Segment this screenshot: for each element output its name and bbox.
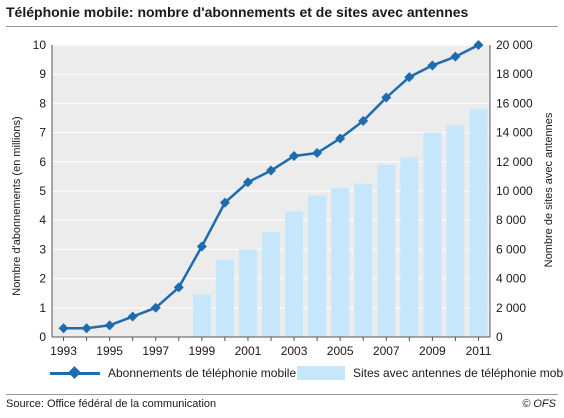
legend-line-swatch: [50, 366, 100, 380]
right-tick-label: 6 000: [496, 242, 526, 256]
bar-2005: [331, 188, 350, 337]
left-tick-label: 2: [39, 272, 46, 286]
left-tick-label: 7: [39, 126, 46, 140]
left-axis-title: Nombre d'abonnements (en millions): [11, 116, 23, 295]
legend-bar-label: Sites avec antennes de téléphonie mobile: [353, 366, 564, 380]
left-tick-label: 3: [39, 242, 46, 256]
marker-1997: [150, 302, 161, 313]
source-note: Source: Office fédéral de la communicati…: [6, 398, 217, 410]
bar-2003: [285, 211, 304, 337]
x-tick-label: 2003: [281, 344, 308, 358]
bar-2011: [469, 109, 488, 338]
right-tick-label: 8 000: [496, 213, 526, 227]
bar-2001: [238, 249, 257, 337]
left-tick-label: 8: [39, 96, 46, 110]
marker-1998: [173, 282, 184, 293]
right-tick-label: 18 000: [496, 67, 533, 81]
legend-bar-swatch: [297, 366, 345, 380]
legend-item-antenna-sites: Sites avec antennes de téléphonie mobile: [297, 366, 564, 380]
marker-2001: [242, 177, 253, 188]
bar-2006: [354, 183, 373, 337]
marker-2006: [358, 115, 369, 126]
marker-1999: [196, 241, 207, 252]
bar-2009: [423, 132, 442, 337]
x-tick-label: 1999: [188, 344, 215, 358]
right-tick-label: 2 000: [496, 301, 526, 315]
bar-2000: [215, 259, 234, 337]
chart-title: Téléphonie mobile: nombre d'abonnements …: [6, 4, 469, 20]
right-tick-label: 20 000: [496, 38, 533, 52]
left-tick-label: 4: [39, 213, 46, 227]
legend-item-subscriptions: Abonnements de téléphonie mobile: [50, 366, 296, 380]
marker-2003: [289, 150, 300, 161]
right-axis-ticks: 0 2 000 4 000 6 000 8 000 10 000 12 000 14 000 1…: [496, 38, 533, 344]
marker-2004: [312, 148, 323, 159]
right-tick-label: 16 000: [496, 96, 533, 110]
marker-1996: [127, 311, 138, 322]
marker-2008: [404, 72, 415, 83]
x-axis-ticks: 1993 1995 1997 1999 2001 2003 2005 2007 2009 2011: [50, 337, 492, 358]
bar-2010: [446, 125, 465, 337]
left-axis-ticks: 0 1 2 3 4 5 6 7 8 9 10: [33, 38, 47, 344]
line-markers: [58, 40, 484, 334]
x-tick-label: 2007: [373, 344, 400, 358]
left-tick-label: 10: [33, 38, 47, 52]
right-tick-label: 0: [496, 330, 503, 344]
bar-2002: [262, 231, 280, 337]
right-tick-label: 4 000: [496, 272, 526, 286]
x-tick-label: 2009: [419, 344, 446, 358]
x-tick-label: 2005: [327, 344, 354, 358]
bar-series: [192, 109, 488, 338]
marker-1993: [58, 323, 69, 334]
x-tick-label: 2001: [235, 344, 262, 358]
marker-2011: [473, 40, 484, 50]
bar-2004: [308, 195, 327, 337]
marker-2000: [219, 197, 230, 208]
marker-2009: [427, 60, 438, 71]
x-tick-label: 1995: [96, 344, 123, 358]
right-tick-label: 12 000: [496, 155, 533, 169]
bar-1999: [192, 294, 211, 337]
left-tick-label: 9: [39, 67, 46, 81]
marker-2010: [450, 51, 461, 62]
marker-1995: [104, 320, 115, 331]
marker-2007: [381, 92, 392, 103]
x-tick-label: 1993: [50, 344, 77, 358]
left-tick-label: 6: [39, 155, 46, 169]
marker-2002: [266, 165, 276, 176]
copyright-credit: © OFS: [522, 398, 556, 410]
left-tick-label: 1: [39, 301, 46, 315]
x-tick-label: 1997: [142, 344, 169, 358]
marker-2005: [335, 133, 346, 144]
right-tick-label: 14 000: [496, 126, 533, 140]
marker-1994: [81, 323, 92, 334]
x-tick-label: 2011: [466, 344, 492, 358]
right-axis-title: Nombre de sites avec antennes: [543, 112, 555, 267]
bar-2007: [377, 164, 396, 337]
footer-divider: [6, 394, 558, 395]
left-tick-label: 5: [39, 184, 46, 198]
title-divider: [6, 26, 558, 27]
bar-2008: [400, 157, 419, 337]
legend-line-label: Abonnements de téléphonie mobile: [108, 366, 297, 380]
right-tick-label: 10 000: [496, 184, 533, 198]
left-tick-label: 0: [39, 330, 46, 344]
